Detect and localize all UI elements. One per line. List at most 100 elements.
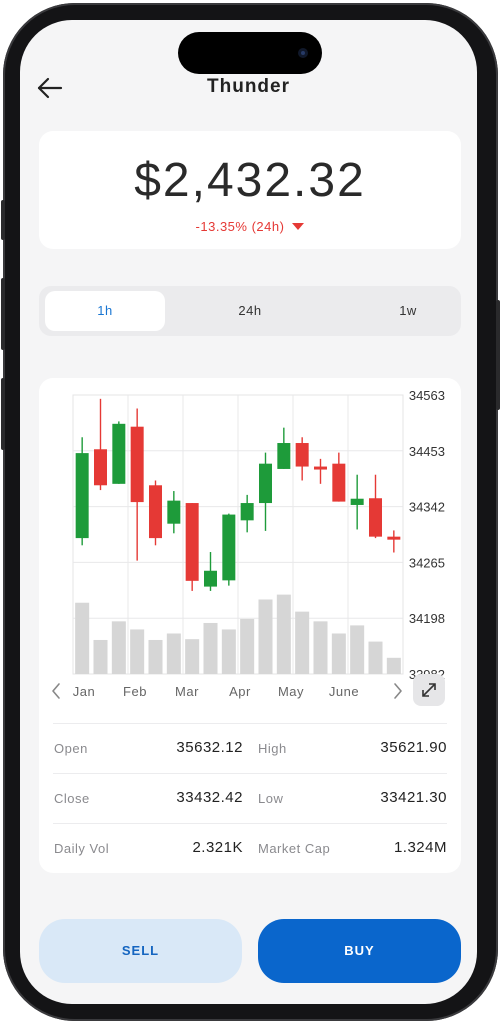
daily-vol-label: Daily Vol (54, 841, 110, 856)
volume-bar (111, 621, 126, 674)
current-price: $2,432.32 (134, 154, 366, 207)
market-cap-label: Market Cap (258, 841, 331, 856)
x-axis-label: May (278, 684, 304, 699)
volume-bar (75, 602, 90, 674)
candle-body (167, 500, 181, 524)
x-axis-label: Apr (229, 684, 251, 699)
power-button (496, 300, 500, 410)
high-label: High (258, 741, 287, 756)
candle-body (222, 514, 236, 581)
volume-bar (331, 633, 346, 674)
candle-up (75, 437, 89, 546)
price-card: $2,432.32 -13.35% (24h) (39, 131, 461, 249)
stat-row-open-high: Open 35632.12 High 35621.90 (53, 723, 447, 773)
candle-body (277, 443, 291, 469)
candle-body (204, 570, 217, 587)
volume-bar (221, 629, 236, 674)
candle-body (314, 466, 327, 470)
buy-button[interactable]: BUY (258, 919, 461, 983)
candle-up (204, 552, 217, 591)
candle-up (350, 474, 364, 530)
y-tick-label: 34563 (409, 388, 445, 403)
candle-body (295, 443, 309, 467)
candle-down (387, 530, 401, 553)
open-value: 35632.12 (176, 739, 243, 756)
phone-bezel (3, 3, 498, 1021)
volume-bar (240, 618, 255, 674)
x-axis-label: Mar (175, 684, 199, 699)
action-button (1, 200, 5, 240)
volume-bar (93, 639, 108, 674)
volume-bar (130, 629, 145, 674)
stat-row-close-low: Close 33432.42 Low 33421.30 (53, 773, 447, 823)
volume-bar (313, 621, 328, 674)
candle-up (240, 494, 254, 533)
x-axis-label: June (329, 684, 359, 699)
y-tick-label: 34265 (409, 555, 445, 570)
candle-down (149, 480, 162, 546)
candle-up (277, 427, 291, 469)
chevron-right-icon[interactable] (394, 683, 402, 699)
candlestick-chart[interactable]: 345633445334342342653419833982 JanFebMar… (39, 378, 461, 723)
volume-bar (185, 639, 200, 674)
volume-bar (276, 594, 291, 674)
sell-button[interactable]: SELL (39, 919, 242, 983)
candles (75, 398, 401, 591)
tab-1h[interactable]: 1h (45, 291, 165, 331)
candle-down (185, 503, 199, 591)
candle-down (94, 398, 107, 491)
chart-grid (72, 394, 404, 675)
candle-body (369, 498, 382, 537)
candle-down (130, 408, 144, 561)
daily-vol-value: 2.321K (192, 839, 243, 856)
y-tick-label: 34342 (409, 500, 445, 515)
volume-bar (368, 641, 383, 674)
low-label: Low (258, 791, 284, 806)
price-change: -13.35% (24h) (39, 219, 461, 234)
x-axis-labels: Jan Feb Mar Apr May June (73, 684, 359, 699)
close-value: 33432.42 (176, 789, 243, 806)
candle-body (387, 536, 401, 540)
candle-up (222, 513, 236, 586)
volume-bar (350, 625, 365, 674)
close-label: Close (54, 791, 90, 806)
open-label: Open (54, 741, 88, 756)
low-value: 33421.30 (380, 789, 447, 806)
y-tick-label: 34453 (409, 444, 445, 459)
chevron-left-icon[interactable] (52, 683, 60, 699)
triangle-down-icon (292, 223, 305, 230)
screen: Thunder $2,432.32 -13.35% (24h) 1h 24h 1… (20, 20, 477, 1004)
y-axis-ticks: 345633445334342342653419833982 (409, 388, 445, 682)
volume-bar (203, 622, 218, 674)
volume-bar (258, 599, 273, 674)
volume-up-button (1, 278, 5, 350)
candle-down (295, 437, 309, 481)
stat-row-vol-cap: Daily Vol 2.321K Market Cap 1.324M (53, 823, 447, 873)
tab-1w[interactable]: 1w (399, 303, 417, 318)
stats-table: Open 35632.12 High 35621.90 Close 33432.… (53, 723, 447, 873)
volume-bar (148, 639, 163, 674)
volume-down-button (1, 378, 5, 450)
x-axis-label: Jan (73, 684, 95, 699)
candle-body (94, 449, 107, 486)
candle-body (75, 453, 89, 539)
expand-button[interactable] (413, 674, 445, 706)
candle-up (259, 452, 272, 531)
expand-icon (422, 683, 436, 697)
volume-bar (386, 657, 401, 674)
timeframe-tabs: 1h 24h 1w (39, 286, 461, 336)
candle-body (259, 463, 272, 504)
arrow-left-icon (37, 77, 63, 99)
tab-24h[interactable]: 24h (238, 303, 262, 318)
candle-down (332, 452, 346, 502)
back-button[interactable] (34, 72, 66, 104)
candle-down (369, 474, 382, 539)
market-cap-value: 1.324M (393, 839, 447, 856)
chart-card: 345633445334342342653419833982 JanFebMar… (39, 378, 461, 873)
price-change-text: -13.35% (24h) (195, 219, 285, 234)
y-tick-label: 34198 (409, 611, 445, 626)
dynamic-island (178, 32, 322, 74)
header: Thunder (20, 70, 477, 106)
candle-up (112, 421, 126, 484)
candle-down (314, 458, 327, 484)
